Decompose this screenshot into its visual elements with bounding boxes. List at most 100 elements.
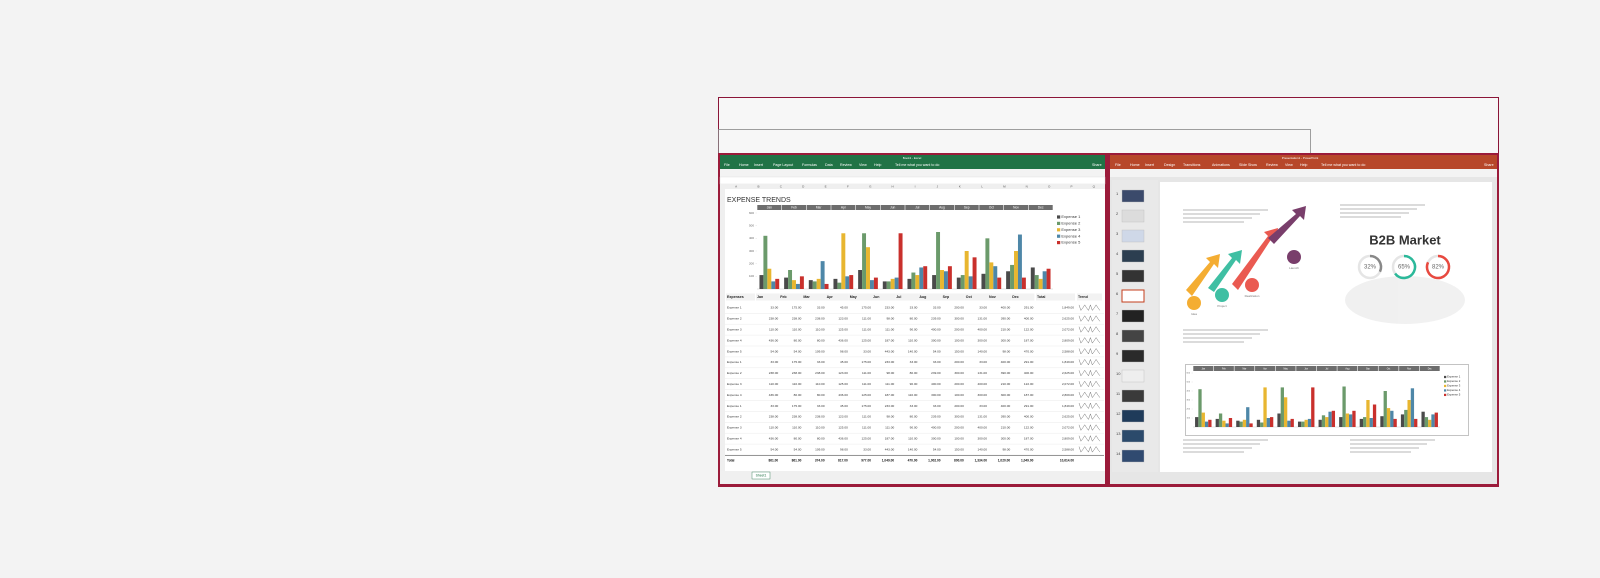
slide-thumbnail[interactable] xyxy=(1121,449,1145,463)
ribbon-tab[interactable]: Transitions xyxy=(1183,163,1201,167)
sparkline xyxy=(1078,315,1101,322)
cell-value: 2,588.00 xyxy=(1062,349,1074,353)
slide-thumbnail[interactable] xyxy=(1121,349,1145,363)
sheet-tab[interactable] xyxy=(751,471,771,480)
month-header: Feb xyxy=(1222,368,1227,370)
bar xyxy=(1342,386,1346,427)
cell-value: 98.00 xyxy=(840,349,848,353)
cell-value: 80.00 xyxy=(910,371,918,375)
cell-value: 238.00 xyxy=(792,415,802,419)
table-header: Mar xyxy=(803,295,810,299)
column-letter: A xyxy=(735,185,737,189)
tell-me: Tell me what you want to do xyxy=(1321,163,1365,167)
ribbon-tab[interactable]: Slide Show xyxy=(1239,163,1257,167)
bar xyxy=(824,283,829,289)
slide-number[interactable]: 13 xyxy=(1116,431,1121,436)
ribbon-tab[interactable]: Design xyxy=(1164,163,1175,167)
sheet-tab-label[interactable]: Sheet1 xyxy=(756,474,767,478)
cell-value: 140.00 xyxy=(978,447,988,451)
month-header: Jul xyxy=(915,206,919,210)
cell-value: 400.00 xyxy=(931,382,941,386)
slide-thumbnail[interactable] xyxy=(1121,409,1145,423)
table-header: May xyxy=(850,295,857,299)
column-letter: O xyxy=(1048,185,1051,189)
slide-thumbnail[interactable] xyxy=(1121,249,1145,263)
legend-swatch xyxy=(1444,380,1447,383)
ribbon-tab[interactable]: Review xyxy=(1266,163,1278,167)
cell-value: 300.00 xyxy=(931,437,941,441)
ribbon-tab[interactable]: View xyxy=(859,163,867,167)
cell-value: 80.00 xyxy=(794,437,802,441)
slide-number[interactable]: 12 xyxy=(1116,411,1121,416)
ribbon-tab[interactable]: File xyxy=(724,163,730,167)
slide-number[interactable]: 5 xyxy=(1116,271,1119,276)
slide-thumbnail[interactable] xyxy=(1121,329,1145,343)
month-header: Nov xyxy=(1013,206,1019,210)
bar xyxy=(795,283,800,289)
slide-number[interactable]: 1 xyxy=(1116,191,1119,196)
cell-value: 291.00 xyxy=(1024,360,1034,364)
slide-thumbnail[interactable] xyxy=(1121,209,1145,223)
slide-number[interactable]: 8 xyxy=(1116,331,1119,336)
slide-number[interactable]: 6 xyxy=(1116,291,1119,296)
ribbon-tab[interactable]: Formulas xyxy=(802,163,817,167)
cell-value: 80.00 xyxy=(794,338,802,342)
ribbon-tab[interactable]: File xyxy=(1115,163,1121,167)
row-label: Expense 2 xyxy=(727,317,742,321)
slide-thumbnail[interactable] xyxy=(1121,309,1145,323)
share-button[interactable]: Share xyxy=(1092,163,1102,167)
cell-value: 238.00 xyxy=(815,317,825,321)
ribbon-tab[interactable]: Page Layout xyxy=(773,163,793,167)
slide-number[interactable]: 4 xyxy=(1116,251,1119,256)
ribbon-tab[interactable]: Home xyxy=(739,163,749,167)
slide-thumbnail[interactable] xyxy=(1121,189,1145,203)
cell-value: 2,588.00 xyxy=(1062,447,1074,451)
slide-number[interactable]: 2 xyxy=(1116,211,1119,216)
bar xyxy=(890,278,895,289)
slide-number[interactable]: 11 xyxy=(1116,391,1121,396)
ribbon-tab[interactable]: Review xyxy=(840,163,852,167)
header-cell xyxy=(964,293,988,301)
slide-number[interactable]: 14 xyxy=(1116,451,1121,456)
bar xyxy=(1297,421,1302,427)
header-cell xyxy=(941,293,965,301)
bar xyxy=(816,278,821,289)
ribbon-tab[interactable]: Animations xyxy=(1212,163,1230,167)
column-letter: I xyxy=(915,185,916,189)
ribbon-tab[interactable]: Help xyxy=(1300,163,1307,167)
slide-number[interactable]: 7 xyxy=(1116,311,1119,316)
row-label: Expense 3 xyxy=(727,328,742,332)
slide-number[interactable]: 10 xyxy=(1116,371,1121,376)
slide-thumbnail[interactable] xyxy=(1121,269,1145,283)
cell-value: 400.00 xyxy=(931,328,941,332)
ribbon-tab[interactable]: Home xyxy=(1130,163,1140,167)
ribbon-tab[interactable]: View xyxy=(1285,163,1293,167)
cell-value: 140.00 xyxy=(908,447,918,451)
month-header: Aug xyxy=(1345,367,1350,370)
ribbon-tab[interactable]: Insert xyxy=(754,163,763,167)
total-label: Total xyxy=(727,458,734,462)
slide-thumbnail[interactable] xyxy=(1121,289,1145,303)
month-header: Jan xyxy=(1201,368,1205,370)
column-letter: N xyxy=(1026,185,1028,189)
table-header: Aug xyxy=(919,295,926,299)
slide-thumbnail[interactable] xyxy=(1121,429,1145,443)
slide-number[interactable]: 9 xyxy=(1116,351,1119,356)
cell-value: 238.00 xyxy=(792,317,802,321)
slide-thumbnail[interactable] xyxy=(1121,389,1145,403)
sparkline xyxy=(1078,413,1101,420)
slide-thumbnail[interactable] xyxy=(1121,229,1145,243)
ribbon-tab[interactable]: Help xyxy=(874,163,881,167)
cell-value: 80.00 xyxy=(817,437,825,441)
bar xyxy=(1280,387,1284,427)
ribbon-tab[interactable]: Insert xyxy=(1145,163,1154,167)
cell-value: 400.00 xyxy=(1024,415,1034,419)
stat-arc xyxy=(1394,254,1417,280)
total-value: 861.00 xyxy=(768,458,778,462)
share-button[interactable]: Share xyxy=(1484,163,1494,167)
cell-value: 123.00 xyxy=(838,317,848,321)
slide-thumbnail[interactable] xyxy=(1121,369,1145,383)
cell-value: 33.00 xyxy=(863,349,871,353)
slide-number[interactable]: 3 xyxy=(1116,231,1119,236)
ribbon-tab[interactable]: Data xyxy=(825,163,833,167)
